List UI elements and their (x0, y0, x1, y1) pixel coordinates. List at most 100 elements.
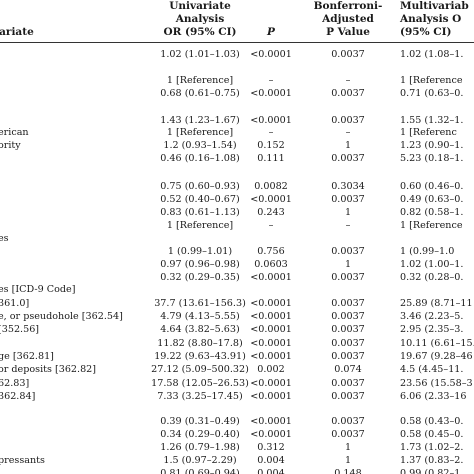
p-value: <0.0001 (250, 391, 292, 402)
table-row: 0.83 (0.61–1.13) 0.243 1 0.82 (0.58–1. (0, 207, 474, 219)
multivariable-or: 0.58 (0.43–0. (400, 416, 464, 427)
table-header: ovariate Univariate Analysis OR (95% CI)… (0, 0, 474, 56)
header-univariate: Univariate Analysis OR (95% CI) (163, 0, 237, 38)
multivariable-or: 1.37 (0.83–2. (400, 455, 464, 466)
univariate-or: 0.83 (0.61–1.13) (160, 207, 240, 218)
bonferroni-p: 0.0037 (331, 351, 365, 362)
univariate-or: 0.81 (0.69–0.94) (160, 468, 240, 474)
table-row: 1.26 (0.79–1.98) 0.312 1 1.73 (1.02–2. (0, 442, 474, 454)
multivariable-or: 5.23 (0.18–1. (400, 153, 464, 164)
table-row: 11.82 (8.80–17.8) <0.0001 0.0037 10.11 (6.6… (0, 338, 474, 350)
bonferroni-p: 0.0037 (331, 49, 365, 60)
univariate-or: 1 [Reference] (166, 220, 234, 231)
multivariable-or: 1.73 (1.02–2. (400, 442, 464, 453)
univariate-or: 1.2 (0.93–1.54) (163, 140, 237, 151)
bonferroni-p: 0.0037 (331, 391, 365, 402)
bonferroni-p: 0.0037 (331, 298, 365, 309)
univariate-or: 0.52 (0.40–0.67) (160, 194, 240, 205)
table-row: e, or pseudohole [362.54] 4.79 (4.13–5.55… (0, 311, 474, 323)
bonferroni-p: 1 (344, 442, 352, 453)
p-value: 0.152 (257, 140, 285, 151)
p-value: <0.0001 (250, 324, 292, 335)
univariate-or: 0.39 (0.31–0.49) (160, 416, 240, 427)
bonferroni-p: 1 (344, 140, 352, 151)
table-row: 0.52 (0.40–0.67) <0.0001 0.0037 0.49 (0.63–… (0, 194, 474, 206)
bonferroni-p: 0.074 (334, 364, 362, 375)
bonferroni-p: 0.0037 (331, 115, 365, 126)
bonferroni-p: 0.0037 (331, 338, 365, 349)
row-label: or deposits [362.82] (0, 364, 97, 375)
p-value: <0.0001 (250, 429, 292, 440)
table-row: 1.43 (1.23–1.67) <0.0001 0.0037 1.55 (1.32–… (0, 115, 474, 127)
p-value: <0.0001 (250, 272, 292, 283)
bonferroni-p: 1 (344, 259, 352, 270)
p-value: 0.756 (257, 246, 285, 257)
table-row: 1.02 (1.01–1.03) <0.0001 0.0037 1.02 (1.08–… (0, 49, 474, 61)
row-label: 62.83] (0, 378, 30, 389)
p-value: 0.002 (257, 364, 285, 375)
univariate-or: 37.7 (13.61–156.3) (154, 298, 246, 309)
univariate-or: 0.68 (0.61–0.75) (160, 88, 240, 99)
header-bonferroni: Bonferroni- Adjusted P Value (313, 0, 383, 38)
multivariable-or: 1 [Reference (400, 75, 463, 86)
row-label: ge [362.81] (0, 351, 54, 362)
row-label: pressants (0, 455, 45, 466)
table-row: 0.34 (0.29–0.40) <0.0001 0.0037 0.58 (0.45–… (0, 429, 474, 441)
table-row (0, 100, 474, 112)
table-row: 0.68 (0.61–0.75) <0.0001 0.0037 0.71 (0.63–… (0, 88, 474, 100)
multivariable-or: 25.89 (8.71–11 (400, 298, 473, 309)
bonferroni-p: 1 (344, 455, 352, 466)
multivariable-or: 1.23 (0.90–1. (400, 140, 464, 151)
multivariable-or: 19.67 (9.28–46 (400, 351, 473, 362)
table-row: 0.81 (0.69–0.94) 0.004 0.148 0.99 (0.82–1. (0, 468, 474, 474)
table-row: 0.75 (0.60–0.93) 0.0082 0.3034 0.60 (0.46–0… (0, 181, 474, 193)
p-value: – (268, 75, 274, 86)
multivariable-or: 0.99 (0.82–1. (400, 468, 464, 474)
univariate-or: 7.33 (3.25–17.45) (157, 391, 243, 402)
table-row: 1 [Reference] – – 1 [Reference (0, 75, 474, 87)
bonferroni-p: 0.0037 (331, 429, 365, 440)
table-row: ority 1.2 (0.93–1.54) 0.152 1 1.23 (0.90–1. (0, 140, 474, 152)
row-label: es [ICD-9 Code] (0, 284, 76, 295)
univariate-or: 1.5 (0.97–2.29) (163, 455, 237, 466)
bonferroni-p: 0.3034 (331, 181, 365, 192)
bonferroni-p: 0.0037 (331, 246, 365, 257)
row-label: 362.84] (0, 391, 36, 402)
univariate-or: 1.02 (1.01–1.03) (160, 49, 240, 60)
multivariable-or: 0.82 (0.58–1. (400, 207, 464, 218)
multivariable-or: 0.49 (0.63–0. (400, 194, 464, 205)
multivariable-or: 2.95 (2.35–3. (400, 324, 464, 335)
table-row: pressants 1.5 (0.97–2.29) 0.004 1 1.37 (0.83… (0, 455, 474, 467)
p-value: <0.0001 (250, 88, 292, 99)
table-row: 0.32 (0.29–0.35) <0.0001 0.0037 0.32 (0.28–… (0, 272, 474, 284)
table-row: 62.83] 17.58 (12.05–26.53) <0.0001 0.0037 23… (0, 378, 474, 390)
row-label: 361.0] (0, 298, 30, 309)
bonferroni-p: 0.0037 (331, 153, 365, 164)
table-row: 1 (0.99–1.01) 0.756 0.0037 1 (0.99–1.0 (0, 246, 474, 258)
multivariable-or: 0.32 (0.28–0. (400, 272, 464, 283)
p-value: – (268, 220, 274, 231)
univariate-or: 0.46 (0.16–1.08) (160, 153, 240, 164)
bonferroni-p: 0.0037 (331, 272, 365, 283)
bonferroni-p: 0.0037 (331, 194, 365, 205)
multivariable-or: 0.71 (0.63–0. (400, 88, 464, 99)
header-multivariable: Multivariab Analysis O (95% CI) (400, 0, 469, 38)
multivariable-or: 1.02 (1.08–1. (400, 49, 464, 60)
univariate-or: 0.97 (0.96–0.98) (160, 259, 240, 270)
p-value: <0.0001 (250, 351, 292, 362)
table-row: 1 [Reference] – – 1 [Reference (0, 220, 474, 232)
header-rule (0, 42, 474, 43)
multivariable-or: 0.60 (0.46–0. (400, 181, 464, 192)
p-value: <0.0001 (250, 115, 292, 126)
table-row (0, 403, 474, 415)
row-label: [352.56] (0, 324, 40, 335)
header-p: P (267, 26, 275, 38)
p-value: 0.312 (257, 442, 285, 453)
row-label: erican (0, 127, 29, 138)
bonferroni-p: – (345, 75, 351, 86)
univariate-or: 0.32 (0.29–0.35) (160, 272, 240, 283)
row-label: ority (0, 140, 21, 151)
univariate-or: 11.82 (8.80–17.8) (157, 338, 243, 349)
row-label: e, or pseudohole [362.54] (0, 311, 123, 322)
multivariable-or: 3.46 (2.23–5. (400, 311, 464, 322)
